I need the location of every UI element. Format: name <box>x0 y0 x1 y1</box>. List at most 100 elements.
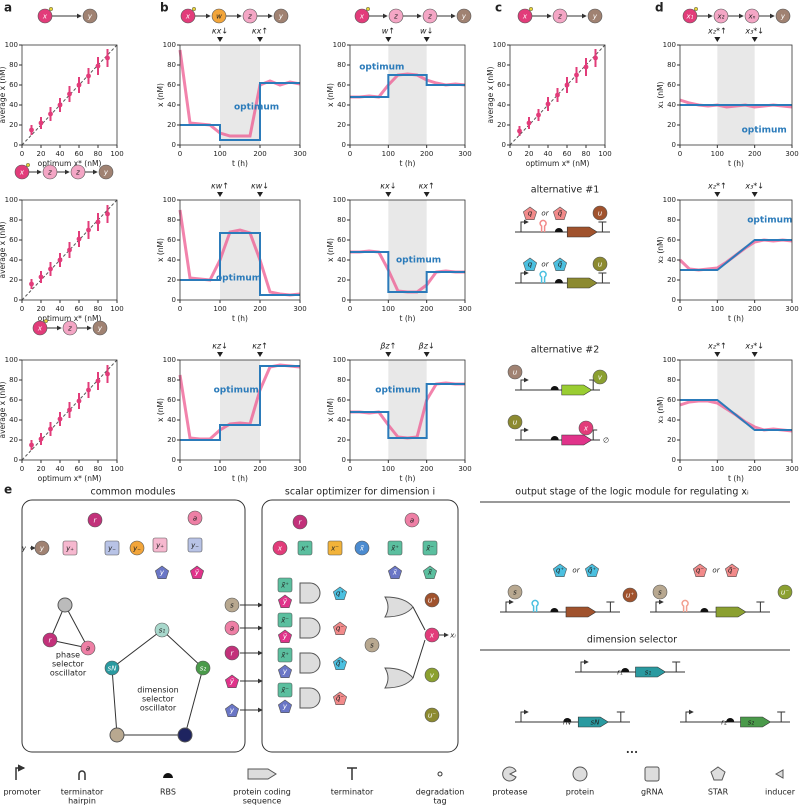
node-label: xₙ <box>748 13 756 21</box>
point <box>95 63 101 69</box>
node <box>187 510 203 526</box>
node <box>682 8 698 24</box>
series-line <box>180 82 300 141</box>
alternative-title: alternative #2 <box>531 345 599 356</box>
plot-frame <box>21 44 118 146</box>
promoter <box>685 709 694 722</box>
panel-label: b <box>160 1 169 15</box>
node-label: x <box>359 13 365 21</box>
node <box>587 8 603 24</box>
identity-line <box>21 359 118 461</box>
plot-frame <box>679 199 793 301</box>
node <box>224 645 240 661</box>
node-label: or <box>572 567 580 575</box>
series-label: optimum <box>742 126 787 136</box>
or-gate <box>384 667 414 689</box>
node <box>32 320 48 336</box>
node <box>277 647 293 663</box>
y-tick-label: 100 <box>5 356 18 364</box>
node-label: u⁻ <box>428 712 436 720</box>
y-tick-label: 40 <box>337 101 346 109</box>
x-tick-label: 300 <box>293 465 306 473</box>
plot-frame <box>679 359 793 461</box>
x-tick-label: 100 <box>110 150 123 158</box>
promoter <box>505 599 514 612</box>
point <box>574 72 579 78</box>
terminator <box>616 711 625 722</box>
y-tick-label: 60 <box>337 396 346 404</box>
node <box>404 512 420 528</box>
y-tick-label: 20 <box>337 121 346 129</box>
cds <box>577 716 609 728</box>
section-title: common modules <box>91 487 176 498</box>
node <box>522 257 538 271</box>
node <box>154 565 170 579</box>
x-tick-label: 0 <box>178 305 182 313</box>
point <box>67 247 72 253</box>
y-tick-label: 40 <box>667 416 676 424</box>
node <box>14 164 30 180</box>
edge <box>111 629 204 736</box>
node <box>272 540 288 556</box>
node-label: sN <box>108 665 118 673</box>
node-label: z <box>427 13 432 21</box>
y-tick-label: 20 <box>167 276 176 284</box>
y-tick-label: 20 <box>167 121 176 129</box>
y-tick-label: 100 <box>163 41 176 49</box>
node <box>652 584 668 600</box>
series-label: optimum <box>214 386 259 396</box>
node <box>42 164 58 180</box>
node <box>297 540 313 556</box>
series-line <box>180 232 300 296</box>
rbs <box>550 436 559 440</box>
point <box>67 91 72 97</box>
cds <box>565 606 597 618</box>
and-gate <box>299 652 321 674</box>
legend-label: promoter <box>3 788 41 797</box>
point <box>517 128 522 134</box>
legend-label: tag <box>433 797 446 806</box>
node-label: s <box>658 589 662 597</box>
node-label: q̃⁻ <box>336 695 344 703</box>
node <box>775 8 791 24</box>
point <box>57 257 63 263</box>
x-axis-label: t (h) <box>232 159 248 168</box>
plot-frame <box>21 359 118 461</box>
node-label: q⁺ <box>556 567 564 575</box>
x-axis-label: t (h) <box>400 314 416 323</box>
y-tick-label: 40 <box>9 101 18 109</box>
node <box>592 205 608 221</box>
node <box>552 206 568 220</box>
node-label: y₋ <box>107 545 116 553</box>
identity-line <box>21 44 118 146</box>
event-marker <box>257 192 263 197</box>
node-label: u⁺ <box>428 597 436 605</box>
y-tick-label: 100 <box>333 356 346 364</box>
shaded-interval <box>388 360 427 460</box>
node-label: z <box>75 169 80 177</box>
x-tick-label: 0 <box>348 150 352 158</box>
point <box>105 371 110 377</box>
point <box>105 55 110 61</box>
y-axis-label: x (nM) <box>326 83 335 107</box>
node <box>332 621 348 635</box>
node-label: q̃ <box>558 261 563 269</box>
and-gate <box>299 582 321 604</box>
point <box>95 378 101 384</box>
x-tick-label: 0 <box>678 305 682 313</box>
annotation: x₂*↑ <box>707 342 727 351</box>
node <box>70 164 86 180</box>
panel-label: a <box>4 1 12 15</box>
promoter <box>520 270 529 283</box>
point <box>29 442 34 448</box>
node <box>277 629 293 643</box>
event-marker <box>217 192 223 197</box>
y-tick-label: 80 <box>167 376 176 384</box>
node <box>507 414 523 430</box>
cds <box>561 384 593 396</box>
node <box>104 540 120 556</box>
node-label: sN <box>591 719 601 727</box>
x-tick-label: 100 <box>711 305 724 313</box>
x-tick-label: 20 <box>525 150 534 158</box>
edge <box>64 604 89 649</box>
